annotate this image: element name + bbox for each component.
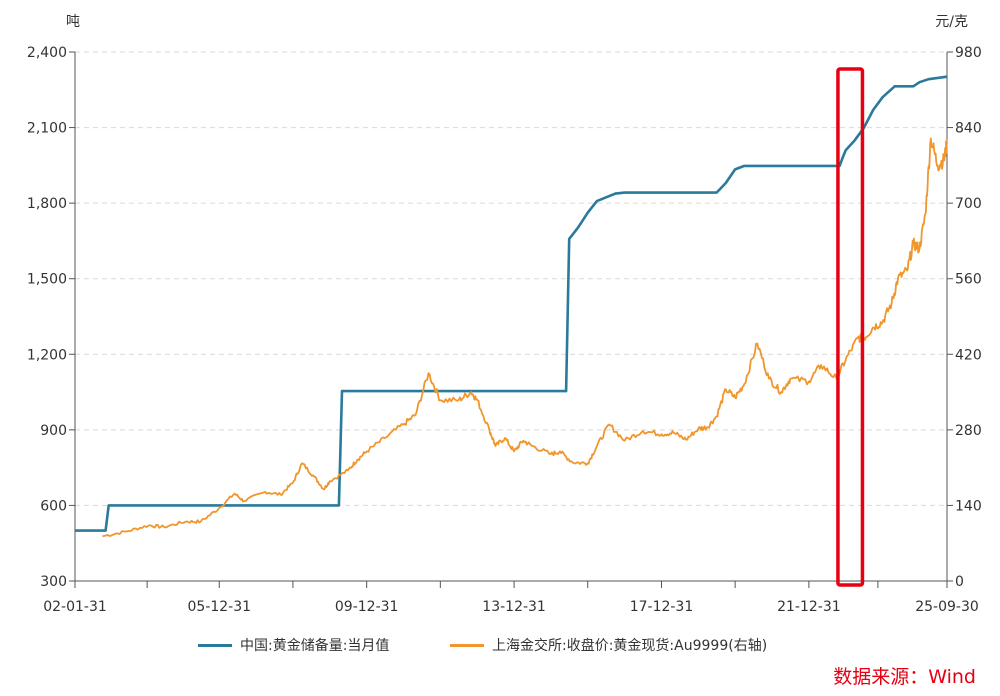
right-axis-unit: 元/克	[935, 14, 968, 30]
x-axis-tick-label: 13-12-31	[482, 599, 546, 615]
right-axis-tick-label: 700	[955, 196, 982, 212]
x-axis-tick-label: 21-12-31	[777, 599, 841, 615]
right-axis-tick-label: 0	[955, 574, 964, 590]
legend-label-price: 上海金交所:收盘价:黄金现货:Au9999(右轴)	[492, 638, 768, 654]
legend-swatch-reserve	[198, 643, 232, 647]
left-axis-tick-label: 1,200	[27, 347, 67, 363]
legend-swatch-price	[450, 643, 484, 647]
right-axis-tick-label: 840	[955, 121, 982, 137]
left-axis-tick-label: 1,500	[27, 272, 67, 288]
right-axis-tick-label: 140	[955, 498, 982, 514]
left-axis-tick-label: 300	[40, 574, 67, 590]
right-axis-tick-label: 980	[955, 45, 982, 61]
highlight-rectangle	[836, 67, 865, 587]
series-line-gold-price	[102, 137, 948, 538]
left-axis-tick-label: 600	[40, 498, 67, 514]
right-axis-tick-label: 420	[955, 347, 982, 363]
left-axis-tick-label: 2,400	[27, 45, 67, 61]
right-axis-tick-label: 560	[955, 272, 982, 288]
x-axis-tick-label: 02-01-31	[43, 599, 107, 615]
right-axis-tick-label: 280	[955, 423, 982, 439]
left-axis-tick-label: 2,100	[27, 121, 67, 137]
series-line-gold-reserve	[75, 75, 948, 532]
left-axis-tick-label: 1,800	[27, 196, 67, 212]
axes: 300 0 600 140 900 280 1,200 420 1,500 560 1,800 700…	[27, 45, 982, 615]
x-axis-tick-label: 25-09-30	[915, 599, 979, 615]
left-axis-unit: 吨	[66, 14, 80, 30]
legend-item-price: 上海金交所:收盘价:黄金现货:Au9999(右轴)	[450, 635, 767, 655]
data-source-note: 数据来源：Wind	[833, 666, 976, 688]
legend: 中国:黄金储备量:当月值 上海金交所:收盘价:黄金现货:Au9999(右轴)	[0, 635, 1000, 657]
legend-label-reserve: 中国:黄金储备量:当月值	[240, 638, 390, 654]
series-lines	[75, 75, 948, 538]
legend-item-reserve: 中国:黄金储备量:当月值	[198, 635, 389, 655]
left-axis-tick-label: 900	[40, 423, 67, 439]
gridlines	[75, 51, 947, 506]
x-axis-tick-label: 17-12-31	[630, 599, 694, 615]
annotation-layer	[836, 67, 865, 587]
x-axis-tick-label: 09-12-31	[335, 599, 399, 615]
x-axis-tick-label: 05-12-31	[188, 599, 252, 615]
